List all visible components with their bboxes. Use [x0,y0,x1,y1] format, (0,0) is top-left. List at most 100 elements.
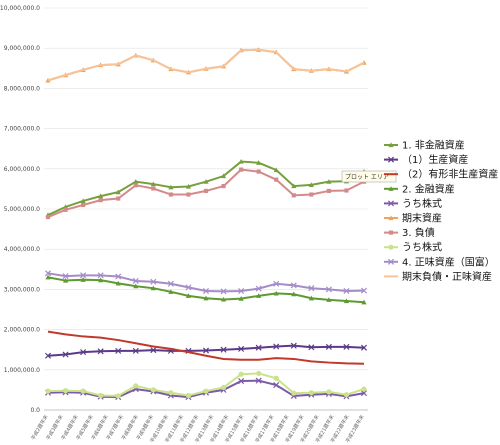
y-tick-label: 1,000,000.0 [4,367,40,374]
data-point [185,183,192,189]
data-point [45,274,51,280]
data-point [325,343,332,350]
data-point [291,193,296,198]
data-point [62,351,69,358]
data-point-stroke [238,378,245,385]
y-tick-label: 5,000,000.0 [4,206,40,213]
data-point-stroke [44,352,52,359]
data-point [45,214,51,220]
data-point-stroke [343,343,350,350]
tooltip-box [341,170,397,183]
data-point [325,286,332,293]
data-point [63,207,68,212]
data-point [343,298,350,304]
data-point [115,273,122,280]
x-axis: 平成2暦年末平成3暦年末平成4暦年末平成5暦年末平成6暦年末平成7暦年末平成8暦… [30,414,366,445]
y-tick-label: 10,000,000.0 [0,5,40,12]
data-point-stroke [273,343,280,350]
legend-item: 期末資産 [384,212,442,225]
data-point-stroke [360,287,368,294]
legend-item: （1）生産資産 [384,153,468,166]
data-point [308,285,315,292]
data-point [388,186,394,191]
data-point [98,392,104,399]
data-point [150,285,156,291]
data-point-stroke [290,282,297,289]
plot-area-tooltip: プロット エリア [341,170,397,183]
legend-item: 3. 負債 [384,226,435,239]
data-point [290,342,297,349]
data-point [133,179,139,184]
data-point [238,371,244,377]
data-point [98,277,104,283]
data-point-stroke [132,277,139,284]
data-point-stroke [387,258,395,265]
data-point [220,173,227,179]
data-point [308,295,314,301]
y-tick-label: 8,000,000.0 [4,85,40,92]
y-tick-label: 9,000,000.0 [4,45,40,52]
data-point [185,392,192,399]
data-point [256,169,261,174]
data-point [343,343,350,350]
data-point-stroke [238,345,245,352]
data-point-stroke [62,273,69,280]
series-3 [47,330,365,365]
data-point [291,390,297,396]
data-point [150,278,157,285]
data-point [290,282,297,289]
legend-label: うち株式 [402,197,442,210]
data-point-stroke [115,273,122,280]
legend-item: 1. 非金融資産 [384,139,465,152]
data-point [80,277,86,282]
data-point [256,293,262,298]
data-point [343,392,350,398]
data-point [132,347,139,354]
data-point-stroke [44,270,52,277]
data-point [97,348,104,355]
data-point [116,196,121,201]
data-point [151,186,156,191]
data-point-stroke [290,342,297,349]
data-point [220,296,227,302]
data-point [256,160,262,165]
data-point [80,349,87,356]
series-line [47,330,365,365]
data-point-stroke [387,200,395,207]
data-point [44,270,52,277]
data-point [238,158,244,164]
data-point [62,277,69,283]
data-point [326,389,332,395]
data-point [80,198,86,204]
data-point [203,295,209,301]
data-point-stroke [360,344,368,351]
data-point [202,287,210,295]
data-point-stroke [255,377,262,384]
data-point-stroke [185,284,192,291]
data-point-stroke [62,351,69,358]
series-1 [45,158,367,218]
data-point [291,291,297,297]
data-point [238,296,244,301]
data-point [62,273,69,280]
data-point [98,193,104,199]
data-point [81,202,86,208]
data-point [115,280,121,286]
y-tick-label: 6,000,000.0 [4,166,40,173]
legend-label: 期末負債・正味資産 [402,270,492,283]
data-point [308,182,314,187]
data-point [185,284,192,291]
legend-item: うち株式 [384,241,442,254]
data-point [387,258,395,265]
data-point [133,283,139,289]
data-point [80,388,86,394]
data-point [203,388,209,394]
data-point-stroke [325,286,332,293]
data-point-stroke [308,344,315,351]
data-point [80,272,87,279]
series-10 [47,48,365,82]
data-point [62,388,69,394]
data-point [98,198,103,203]
